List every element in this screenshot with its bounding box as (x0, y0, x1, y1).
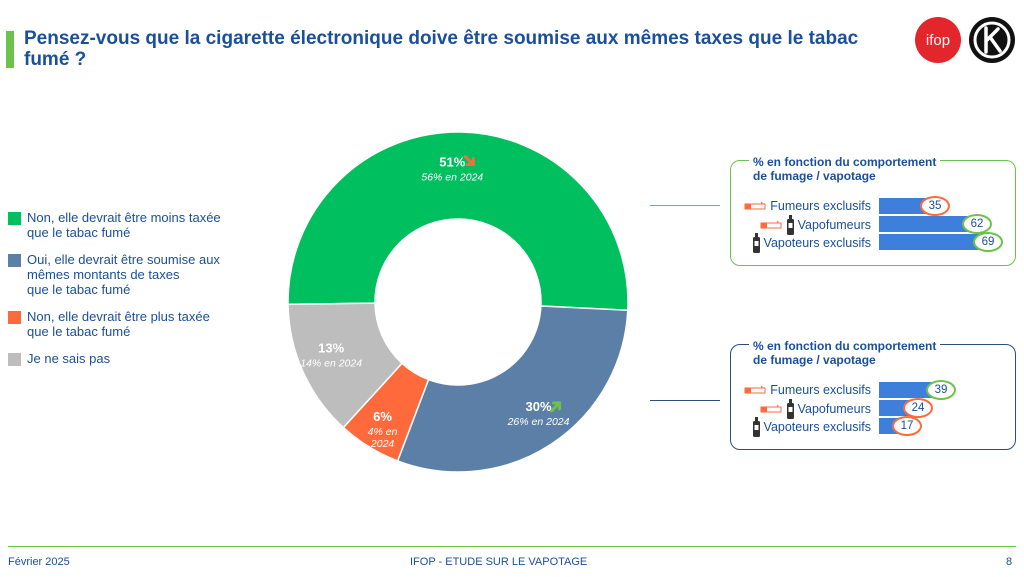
vape-icon (752, 233, 760, 253)
bar-category-text: Fumeurs exclusifs (770, 199, 871, 213)
donut-slice-1 (396, 305, 629, 473)
bar-value-label: 39 (926, 380, 956, 400)
bar-row: Fumeurs exclusifs 35 (731, 196, 1021, 216)
donut-label-3: 13% 14% en 2024 (300, 340, 362, 369)
bar-category-label: Vapoteurs exclusifs (752, 417, 871, 437)
legend-swatch (8, 311, 21, 324)
bar-row: Vapofumeurs 24 (731, 398, 1021, 419)
cigarette-icon (760, 221, 782, 229)
legend-item: Non, elle devrait être moins taxée que l… (8, 210, 268, 240)
breakdown-panel-memes-taxes: % en fonction du comportement de fumage … (730, 339, 1016, 450)
bar-track: 69 (879, 232, 1019, 252)
k-logo (969, 17, 1015, 63)
breakdown-panel-moins-taxee: % en fonction du comportement de fumage … (730, 155, 1016, 266)
title-accent-bar (6, 31, 14, 68)
bar-category-label: Fumeurs exclusifs (744, 381, 871, 399)
bar-row: Vapoteurs exclusifs 69 (731, 232, 1021, 253)
bar-track: 62 (879, 214, 1019, 234)
donut-label-0: 51% 56% en 2024 (421, 155, 483, 184)
legend-swatch (8, 254, 21, 267)
cigarette-icon (760, 405, 782, 413)
bar-category-label: Vapoteurs exclusifs (752, 233, 871, 253)
legend-item: Je ne sais pas (8, 351, 268, 366)
bar-fill (879, 216, 976, 232)
bar-category-label: Fumeurs exclusifs (744, 197, 871, 215)
bar-category-text: Vapoteurs exclusifs (763, 236, 871, 250)
legend-item: Oui, elle devrait être soumise aux mêmes… (8, 252, 268, 297)
page-number: 8 (1006, 556, 1013, 568)
bar-track: 17 (879, 416, 1019, 436)
bar-value-label: 35 (920, 196, 950, 216)
panel-title: % en fonction du comportement de fumage … (749, 155, 941, 183)
svg-text:ifop: ifop (926, 32, 950, 49)
chart-legend: Non, elle devrait être moins taxée que l… (8, 210, 268, 378)
legend-label: Non, elle devrait être plus taxée que le… (27, 309, 210, 339)
legend-label: Oui, elle devrait être soumise aux mêmes… (27, 252, 220, 297)
slice-value-label: 13% (318, 340, 344, 355)
slice-previous-label: 4% en (368, 426, 398, 438)
bar-value-label: 17 (892, 416, 922, 436)
legend-label: Non, elle devrait être moins taxée que l… (27, 210, 221, 240)
bar-row: Vapoteurs exclusifs 17 (731, 416, 1021, 437)
footer-date: Février 2025 (8, 556, 70, 568)
bar-value-label: 62 (962, 214, 992, 234)
legend-swatch (8, 353, 21, 366)
bar-row: Fumeurs exclusifs 39 (731, 380, 1021, 400)
vape-icon (786, 399, 794, 419)
donut-slice-3 (287, 302, 404, 429)
connector-line-bottom (650, 400, 720, 401)
slice-value-label: 51% (439, 155, 465, 170)
bar-category-label: Vapofumeurs (760, 399, 871, 419)
bar-category-text: Vapoteurs exclusifs (763, 420, 871, 434)
bar-category-label: Vapofumeurs (760, 215, 871, 235)
slice-value-label: 6% (373, 409, 392, 424)
trend-up-arrow-icon (550, 401, 562, 413)
connector-line-top (650, 205, 720, 206)
bar-category-text: Vapofumeurs (797, 218, 871, 232)
slice-previous-label: 14% en 2024 (300, 357, 362, 369)
bar-value-label: 24 (903, 398, 933, 418)
donut-slice-0 (287, 131, 629, 312)
footer-divider (8, 546, 1016, 547)
legend-label: Je ne sais pas (27, 351, 111, 366)
slice-value-label: 30% (526, 399, 552, 414)
vape-icon (786, 215, 794, 235)
bar-fill (879, 382, 940, 398)
page-title: Pensez-vous que la cigarette électroniqu… (24, 28, 859, 70)
slice-previous-label: 26% en 2024 (507, 416, 570, 428)
bar-track: 35 (879, 196, 1019, 216)
legend-swatch (8, 212, 21, 225)
bar-value-label: 69 (973, 232, 1003, 252)
slice-previous-label: 2024 (370, 438, 395, 450)
bar-category-text: Fumeurs exclusifs (770, 383, 871, 397)
vape-icon (752, 417, 760, 437)
bar-track: 39 (879, 380, 1019, 400)
legend-item: Non, elle devrait être plus taxée que le… (8, 309, 268, 339)
footer-study: IFOP - ETUDE SUR LE VAPOTAGE (410, 556, 588, 568)
cigarette-icon (744, 202, 766, 210)
bar-row: Vapofumeurs 62 (731, 214, 1021, 235)
panel-title: % en fonction du comportement de fumage … (749, 339, 941, 367)
ifop-logo: ifop (915, 17, 961, 63)
donut-label-1: 30% 26% en 2024 (507, 399, 570, 428)
bar-fill (879, 234, 987, 250)
slice-previous-label: 56% en 2024 (421, 172, 483, 184)
trend-down-arrow-icon (463, 155, 475, 167)
cigarette-icon (744, 386, 766, 394)
bar-category-text: Vapofumeurs (797, 402, 871, 416)
bar-track: 24 (879, 398, 1019, 418)
